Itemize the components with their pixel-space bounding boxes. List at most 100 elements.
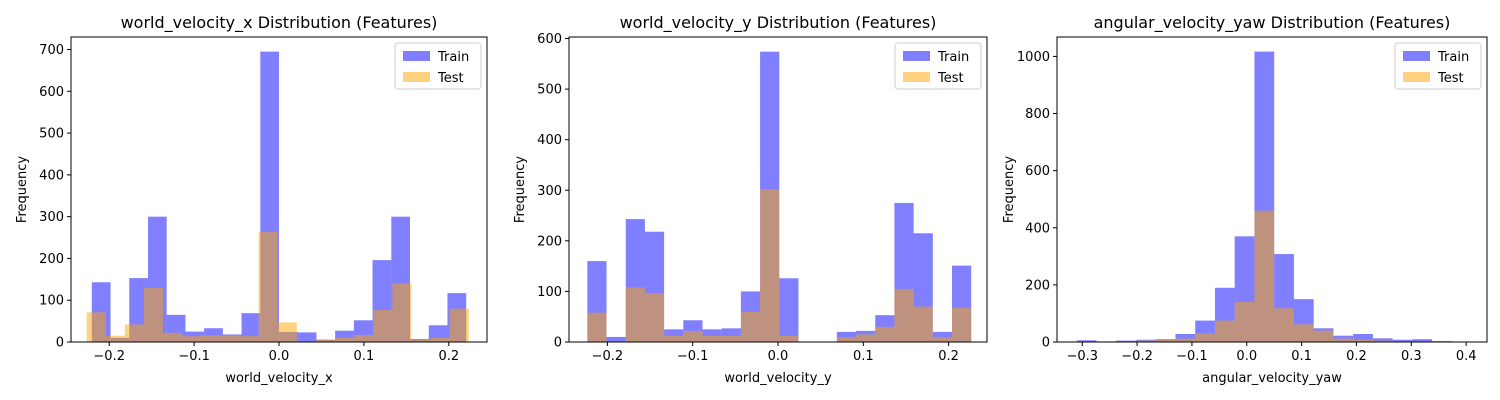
bar-test-6 — [1195, 333, 1215, 342]
bar-test-10 — [277, 322, 297, 342]
bars-group — [1076, 51, 1452, 342]
bar-train-5 — [1175, 334, 1196, 342]
y-axis-label: Frequency — [513, 156, 528, 223]
x-tick-label: −0.1 — [677, 349, 709, 364]
x-tick-label: −0.2 — [592, 349, 624, 364]
y-tick-label: 200 — [1025, 278, 1050, 293]
y-tick-label: 300 — [39, 210, 64, 225]
bar-test-8 — [740, 311, 761, 342]
x-axis-label: angular_velocity_yaw — [1202, 371, 1342, 386]
bar-test-9 — [760, 189, 780, 342]
x-tick-label: −0.2 — [93, 349, 125, 364]
y-tick-label: 500 — [39, 127, 64, 142]
x-tick-label: 0.0 — [768, 349, 789, 364]
bar-test-15 — [875, 326, 895, 342]
bar-test-4 — [163, 332, 183, 342]
legend-label-test: Test — [1437, 71, 1464, 86]
bar-test-0 — [86, 312, 106, 342]
x-tick-label: 0.0 — [1236, 349, 1257, 364]
bar-test-14 — [354, 334, 374, 342]
legend-label-test: Test — [437, 71, 464, 86]
bar-test-9 — [1254, 210, 1275, 342]
bars-group — [86, 51, 469, 342]
bar-train-15 — [1372, 338, 1393, 342]
y-tick-label: 800 — [1025, 107, 1050, 122]
chart-panel-3: −0.3 −0.2 −0.1 0.0 0.1 0.2 0.3 0.4 0 200 400 600 800… — [1002, 13, 1488, 386]
legend-swatch-test — [1403, 72, 1430, 82]
bar-train-8 — [241, 313, 261, 342]
x-tick-label: 0.1 — [354, 349, 375, 364]
y-tick-label: 200 — [537, 234, 562, 249]
y-tick-label: 300 — [537, 184, 562, 199]
legend-label-train: Train — [437, 50, 469, 65]
y-tick-label: 0 — [554, 336, 562, 351]
bar-test-4 — [1155, 339, 1176, 342]
legend-swatch-train — [903, 51, 930, 61]
x-tick-label: −0.3 — [1066, 349, 1098, 364]
bar-test-3 — [1135, 340, 1156, 342]
bar-test-12 — [315, 339, 336, 342]
x-tick-label: 0.2 — [1346, 349, 1367, 364]
bar-train-14 — [1353, 334, 1373, 342]
bar-test-3 — [644, 292, 665, 342]
legend-swatch-test — [903, 72, 930, 82]
bar-test-4 — [664, 335, 684, 342]
y-tick-label: 700 — [39, 43, 64, 58]
bar-test-10 — [1274, 308, 1294, 342]
bar-test-5 — [683, 330, 703, 342]
bar-test-10 — [779, 335, 799, 342]
chart-panel-1: −0.2 −0.1 0.0 0.1 0.2 0 100 200 300 400 500 600 700 w… — [15, 13, 488, 386]
bar-test-8 — [1234, 302, 1255, 342]
legend-swatch-train — [1403, 51, 1430, 61]
bar-train-16 — [1392, 339, 1413, 342]
bar-train-13 — [335, 330, 354, 342]
bars-group — [587, 51, 972, 342]
bar-test-19 — [952, 307, 972, 342]
axes-frame — [1056, 36, 1488, 343]
bar-test-12 — [1313, 330, 1334, 342]
x-tick-label: 0.2 — [938, 349, 959, 364]
bar-test-17 — [913, 306, 933, 342]
x-tick-label: −0.1 — [178, 349, 210, 364]
legend: Train Test — [394, 42, 482, 90]
bar-test-0 — [587, 312, 607, 342]
bar-test-16 — [894, 288, 914, 342]
x-tick-label: −0.1 — [1176, 349, 1208, 364]
x-tick-label: 0.3 — [1401, 349, 1422, 364]
bar-test-13 — [836, 336, 857, 342]
bar-test-13 — [335, 337, 355, 342]
y-axis-label: Frequency — [15, 156, 30, 223]
bar-test-15 — [373, 309, 393, 342]
y-tick-label: 100 — [537, 285, 562, 300]
legend-label-test: Test — [937, 71, 964, 86]
y-tick-label: 200 — [39, 252, 64, 267]
bar-test-7 — [220, 335, 240, 342]
bar-train-17 — [1412, 339, 1433, 342]
y-tick-label: 1000 — [1017, 50, 1050, 65]
legend-swatch-test — [403, 72, 430, 82]
bar-test-16 — [392, 283, 412, 342]
legend: Train Test — [1394, 42, 1482, 90]
bar-test-13 — [1333, 338, 1354, 342]
bar-test-7 — [1214, 320, 1235, 342]
x-axis-label: world_velocity_x — [225, 371, 333, 386]
y-tick-label: 600 — [1025, 164, 1050, 179]
legend: Train Test — [894, 42, 982, 90]
bar-test-7 — [721, 335, 741, 342]
y-axis-label: Frequency — [1002, 156, 1017, 223]
x-tick-label: 0.4 — [1456, 349, 1477, 364]
bar-test-1 — [105, 335, 125, 342]
chart-title: world_velocity_x Distribution (Features) — [121, 13, 438, 33]
bar-test-2 — [124, 324, 145, 342]
x-tick-label: −0.2 — [1121, 349, 1153, 364]
x-tick-label: 0.2 — [438, 349, 459, 364]
bar-test-5 — [1175, 338, 1196, 342]
legend-label-train: Train — [937, 50, 969, 65]
legend-swatch-train — [403, 51, 430, 61]
bar-train-10 — [779, 278, 799, 342]
bar-test-14 — [856, 334, 876, 342]
y-tick-label: 0 — [1042, 336, 1050, 351]
bar-test-8 — [239, 336, 259, 342]
y-tick-label: 400 — [39, 168, 64, 183]
